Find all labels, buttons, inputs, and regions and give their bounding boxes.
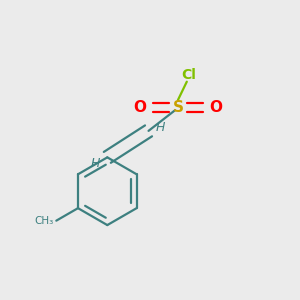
Text: H: H bbox=[91, 157, 100, 170]
Text: O: O bbox=[210, 100, 223, 115]
Text: S: S bbox=[172, 100, 184, 115]
Text: Cl: Cl bbox=[181, 68, 196, 82]
Text: CH₃: CH₃ bbox=[34, 216, 53, 226]
Text: O: O bbox=[133, 100, 146, 115]
Text: H: H bbox=[156, 122, 165, 134]
